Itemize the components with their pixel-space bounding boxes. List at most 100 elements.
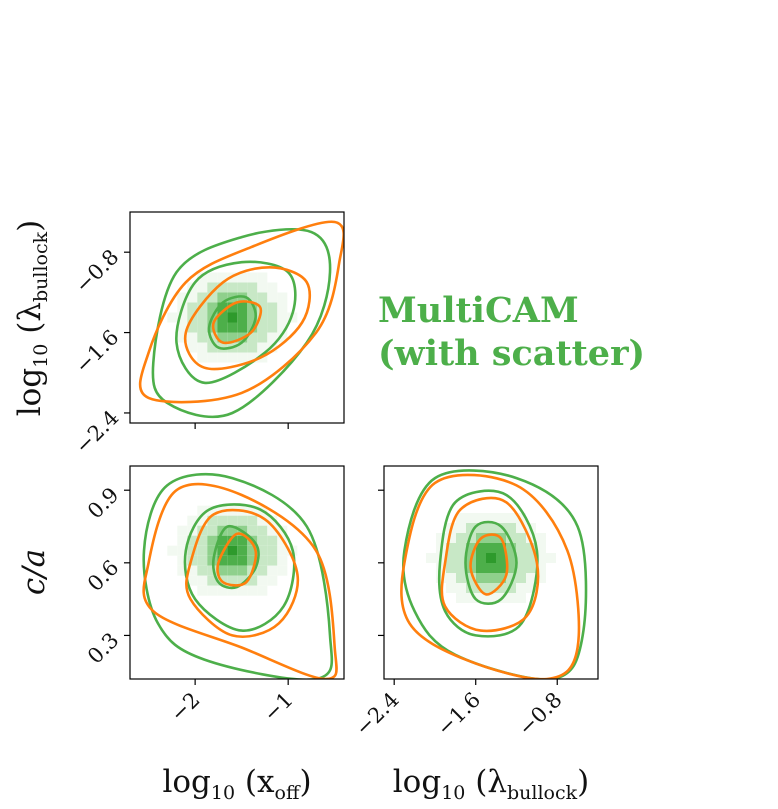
- density-cell: [217, 352, 228, 363]
- panel-lambda-vs-ca: −2.4 −1.6 −0.8: [351, 465, 599, 741]
- density-cell: [446, 543, 456, 553]
- xlabel-xoff: log10 (xoff): [162, 764, 311, 804]
- density-cell: [516, 513, 526, 523]
- density-cell: [496, 573, 506, 583]
- density-cell: [456, 543, 466, 553]
- density-cell: [456, 523, 466, 533]
- density-cell: [247, 312, 258, 323]
- density-cell: [227, 352, 238, 363]
- density-cell: [267, 535, 278, 546]
- density-cell: [516, 553, 526, 563]
- density-cell: [227, 515, 238, 526]
- density-cell: [257, 585, 268, 596]
- density-cell: [546, 553, 556, 563]
- density-cell: [207, 282, 218, 293]
- density-cell: [177, 545, 188, 556]
- density-cell: [496, 583, 506, 593]
- density-cell: [247, 585, 258, 596]
- density-cell: [217, 555, 228, 566]
- multicam-contour: [211, 524, 260, 590]
- density-cell: [267, 312, 278, 323]
- density-cell: [536, 533, 546, 543]
- density-cell: [237, 535, 248, 546]
- density-cell: [257, 292, 268, 303]
- density-cell: [486, 513, 496, 523]
- density-cell: [496, 553, 506, 563]
- density-cell: [197, 555, 208, 566]
- density-cell: [526, 563, 536, 573]
- density-cell: [496, 563, 506, 573]
- density-cell: [237, 585, 248, 596]
- density-cell: [207, 292, 218, 303]
- density-cell: [267, 525, 278, 536]
- density-cell: [257, 312, 268, 323]
- panel-frame: [383, 465, 599, 680]
- y-tick-label: 0.6: [83, 555, 124, 596]
- density-cell: [456, 583, 466, 593]
- density-cell: [506, 563, 516, 573]
- density-cell: [466, 513, 476, 523]
- y-tick-label: −2.4: [71, 406, 124, 459]
- density-cell: [217, 302, 228, 313]
- density-cell: [217, 322, 228, 333]
- density-cell: [267, 555, 278, 566]
- density-cell: [167, 545, 178, 556]
- multicam-contour: [207, 295, 257, 350]
- density-cell: [227, 312, 238, 323]
- density-cell: [456, 573, 466, 583]
- density-cell: [277, 332, 288, 343]
- density-cell: [476, 513, 486, 523]
- density-cell: [227, 555, 238, 566]
- density-cell: [247, 515, 258, 526]
- density-cell: [207, 585, 218, 596]
- density-cell: [177, 565, 188, 576]
- density-cell: [227, 585, 238, 596]
- density-cell: [177, 555, 188, 566]
- density-cell: [476, 563, 486, 573]
- density-cell: [247, 555, 258, 566]
- density-cell: [257, 525, 268, 536]
- density-cell: [207, 272, 218, 283]
- density-cell: [536, 563, 546, 573]
- density-cell: [197, 352, 208, 363]
- density-cell: [267, 302, 278, 313]
- density-cell: [516, 593, 526, 603]
- density-cell: [237, 565, 248, 576]
- density-cell: [476, 543, 486, 553]
- density-cell: [227, 575, 238, 586]
- density-cell: [257, 515, 268, 526]
- reference-contour: [183, 266, 312, 371]
- density-cell: [237, 342, 248, 353]
- density-cell: [446, 533, 456, 543]
- density-cell: [207, 565, 218, 576]
- density-cell: [237, 302, 248, 313]
- density-cell: [217, 332, 228, 343]
- density-cell: [227, 525, 238, 536]
- density-cell: [456, 593, 466, 603]
- multicam-contour: [183, 503, 296, 632]
- density-cell: [486, 543, 496, 553]
- density-cell: [496, 513, 506, 523]
- multicam-contour: [437, 489, 539, 638]
- density-cell: [257, 302, 268, 313]
- reference-contour: [138, 220, 344, 404]
- density-cell: [506, 583, 516, 593]
- density-cell: [197, 282, 208, 293]
- density-cell: [207, 332, 218, 343]
- density-cell: [197, 575, 208, 586]
- density-cell: [486, 563, 496, 573]
- density-cell: [177, 312, 188, 323]
- density-cell: [526, 583, 536, 593]
- density-cell: [486, 593, 496, 603]
- density-cell: [526, 573, 536, 583]
- density-cell: [257, 322, 268, 333]
- density-cell: [197, 505, 208, 516]
- density-cell: [257, 535, 268, 546]
- density-cell: [197, 332, 208, 343]
- density-cell: [247, 545, 258, 556]
- density-cell: [486, 583, 496, 593]
- density-cell: [217, 585, 228, 596]
- density-cell: [506, 523, 516, 533]
- density-cell: [197, 535, 208, 546]
